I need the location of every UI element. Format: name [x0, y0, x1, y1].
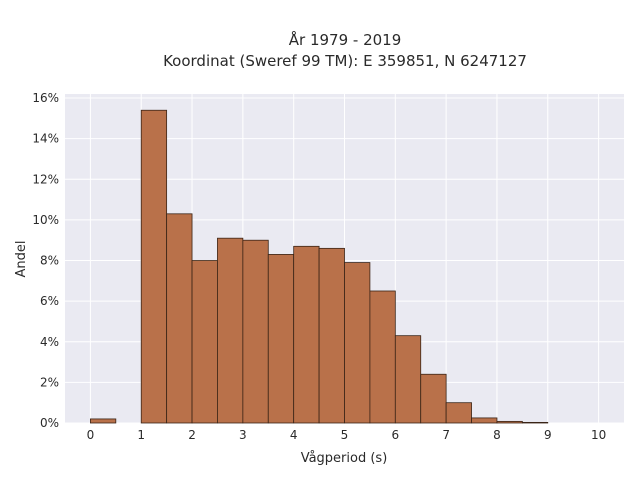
- y-tick-label: 12%: [32, 172, 59, 186]
- x-tick-label: 0: [87, 428, 95, 442]
- histogram-bar: [217, 237, 244, 424]
- histogram-bar: [471, 417, 498, 424]
- x-tick-label: 6: [391, 428, 399, 442]
- x-tick-label: 1: [137, 428, 145, 442]
- histogram-bar: [140, 109, 168, 424]
- histogram-bar: [420, 373, 447, 424]
- histogram-bar: [318, 247, 345, 424]
- y-tick-label: 10%: [32, 213, 59, 227]
- x-tick-label: 8: [493, 428, 501, 442]
- histogram-bar: [267, 254, 295, 424]
- y-tick-label: 0%: [40, 416, 59, 430]
- x-tick-label: 7: [442, 428, 450, 442]
- y-tick-label: 2%: [40, 375, 59, 389]
- histogram-bar: [191, 260, 218, 424]
- histogram-bar: [344, 262, 371, 424]
- histogram-bar: [369, 290, 396, 424]
- x-tick-label: 5: [341, 428, 349, 442]
- y-tick-label: 14%: [32, 132, 59, 146]
- x-tick-label: 2: [188, 428, 196, 442]
- x-axis-ticks: 0 1 2 3 4 5 6 7 8 9 10: [87, 428, 607, 442]
- x-axis-label: Vågperiod (s): [301, 451, 388, 466]
- chart-title-line-1: År 1979 - 2019: [289, 30, 402, 49]
- y-tick-label: 16%: [32, 91, 59, 105]
- histogram-bar: [394, 335, 422, 424]
- histogram-bar: [242, 239, 269, 424]
- x-tick-label: 3: [239, 428, 247, 442]
- histogram-bar: [90, 418, 117, 424]
- y-tick-label: 8%: [40, 254, 59, 268]
- histogram-bar: [166, 213, 193, 424]
- chart-title-line-2: Koordinat (Sweref 99 TM): E 359851, N 62…: [163, 52, 527, 70]
- y-axis-ticks: 0% 2% 4% 6% 8% 10% 12% 14% 16%: [32, 91, 59, 430]
- y-axis-label: Andel: [14, 241, 29, 278]
- histogram-bar: [496, 420, 523, 424]
- y-tick-label: 4%: [40, 335, 59, 349]
- x-tick-label: 4: [290, 428, 298, 442]
- x-tick-label: 9: [544, 428, 552, 442]
- histogram-bar: [293, 245, 320, 424]
- histogram-bar: [521, 421, 549, 424]
- x-tick-label: 10: [591, 428, 606, 442]
- y-tick-label: 6%: [40, 294, 59, 308]
- histogram-bar: [445, 402, 472, 424]
- bars: [90, 109, 549, 424]
